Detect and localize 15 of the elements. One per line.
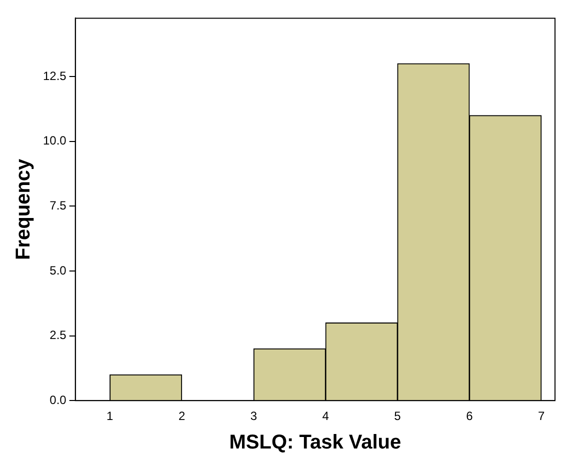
y-tick-label: 0.0 [50,392,67,407]
x-tick-label: 5 [394,409,402,424]
y-tick-label: 5.0 [50,263,67,278]
x-tick-label: 3 [250,409,258,424]
x-tick-label: 1 [106,409,114,424]
y-tick-label: 10.0 [42,134,67,148]
x-tick-label: 6 [466,409,474,424]
x-tick-label: 7 [538,409,545,424]
x-tick-label: 4 [322,409,330,424]
y-tick-label: 7.5 [50,198,67,212]
x-axis-title: MSLQ: Task Value [229,432,402,454]
y-axis-title: Frequency [12,158,35,260]
x-tick-label: 2 [178,409,186,424]
y-tick-label: 12.5 [42,68,67,83]
y-tick-label: 2.5 [50,328,67,342]
